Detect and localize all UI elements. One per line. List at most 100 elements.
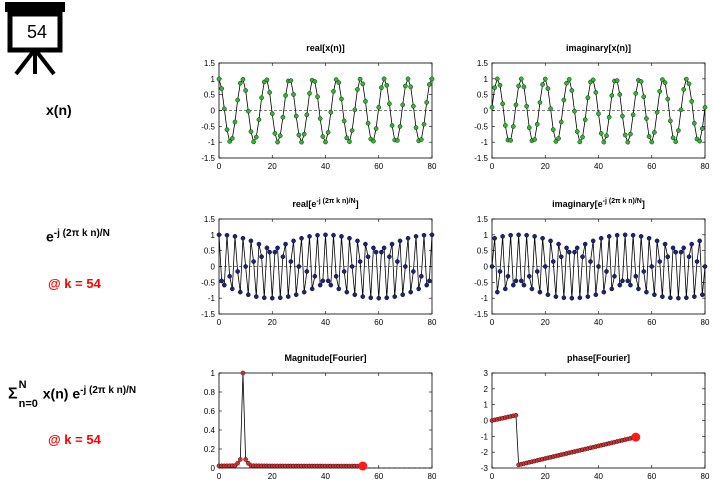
data-point	[283, 241, 288, 247]
data-point	[248, 238, 254, 244]
data-point	[628, 282, 633, 288]
data-point	[216, 76, 222, 82]
data-point	[256, 241, 262, 247]
x-tick-label: 40	[594, 472, 603, 481]
x-tick-label: 20	[541, 162, 550, 171]
data-point	[349, 128, 355, 133]
data-point	[230, 286, 235, 292]
data-point	[497, 269, 503, 274]
data-point	[654, 238, 660, 244]
data-point	[219, 86, 224, 91]
data-point	[283, 93, 288, 98]
chart-title: real[x(n)]	[306, 43, 345, 53]
y-tick-label: 0	[484, 107, 489, 116]
y-tick-label: -0.5	[201, 278, 215, 287]
data-point	[588, 259, 593, 264]
data-point	[542, 76, 548, 82]
data-point	[620, 113, 625, 119]
x-tick-label: 60	[647, 472, 656, 481]
data-point	[534, 269, 540, 274]
data-point	[237, 457, 243, 462]
data-point	[646, 134, 652, 139]
data-point	[700, 292, 705, 298]
data-point	[649, 264, 655, 269]
sum-lower: n=0	[18, 398, 38, 410]
data-point	[625, 139, 631, 145]
data-point	[341, 269, 347, 274]
data-point	[355, 87, 360, 92]
x-tick-label: 80	[701, 162, 710, 171]
data-point	[419, 137, 424, 142]
data-point	[222, 106, 227, 111]
data-point	[678, 107, 684, 113]
data-point	[508, 138, 513, 143]
chart-imag_x: imaginary[x(n)]1.510.50-0.5-1-1.50 20 40 60…	[474, 43, 710, 171]
data-point	[256, 117, 262, 122]
y-tick-label: -0.5	[474, 122, 488, 131]
y-tick-label: -1	[208, 138, 216, 147]
y-tick-label: 1.5	[204, 59, 216, 68]
data-point	[553, 139, 559, 144]
data-point	[280, 114, 286, 120]
data-point	[662, 80, 668, 85]
data-point	[235, 269, 240, 274]
data-point	[660, 294, 665, 299]
data-point	[272, 249, 278, 255]
data-point	[227, 139, 232, 144]
data-point	[532, 234, 537, 239]
data-point	[419, 273, 424, 279]
y-tick-label: -0.5	[201, 122, 215, 131]
y-tick-label: 1	[211, 231, 216, 240]
data-point	[537, 289, 543, 295]
data-point	[360, 294, 366, 299]
data-point	[360, 81, 366, 87]
data-point	[524, 103, 529, 109]
data-point	[269, 111, 275, 116]
data-point	[224, 232, 230, 238]
data-point	[339, 234, 344, 239]
data-point	[288, 78, 294, 83]
data-point	[395, 259, 400, 264]
data-point	[325, 130, 331, 135]
data-point	[652, 130, 657, 135]
data-point	[248, 129, 254, 134]
current-k-marker	[358, 461, 368, 471]
data-point	[556, 241, 561, 247]
board-icon: 54	[5, 2, 65, 76]
data-point	[604, 269, 609, 274]
y-tick-label: 1	[211, 75, 216, 84]
data-point	[320, 278, 326, 284]
data-point	[288, 259, 294, 264]
data-point	[702, 105, 708, 110]
x-tick-label: 20	[541, 318, 550, 327]
data-point	[411, 103, 416, 109]
data-point	[371, 245, 376, 251]
data-point	[243, 457, 248, 462]
data-point	[686, 81, 692, 87]
data-point	[237, 80, 243, 86]
data-point	[558, 254, 564, 260]
data-point	[275, 245, 280, 251]
data-point	[689, 241, 694, 247]
data-point	[323, 232, 328, 238]
data-point	[548, 238, 553, 244]
y-tick-label: 0	[484, 263, 489, 272]
data-point	[376, 295, 382, 301]
data-point	[307, 91, 312, 96]
data-point	[397, 238, 403, 244]
y-tick-label: -1.5	[474, 310, 488, 319]
data-point	[296, 132, 302, 138]
data-point	[365, 254, 371, 260]
data-point	[524, 232, 529, 238]
sum-sigma: Σ	[8, 385, 18, 403]
y-tick-label: 0	[211, 263, 216, 272]
data-point	[657, 89, 663, 94]
data-point	[347, 139, 352, 144]
data-point	[301, 289, 307, 295]
data-point	[580, 134, 585, 140]
x-tick-label: 80	[428, 472, 437, 481]
data-point	[277, 133, 283, 139]
data-point	[500, 234, 505, 239]
